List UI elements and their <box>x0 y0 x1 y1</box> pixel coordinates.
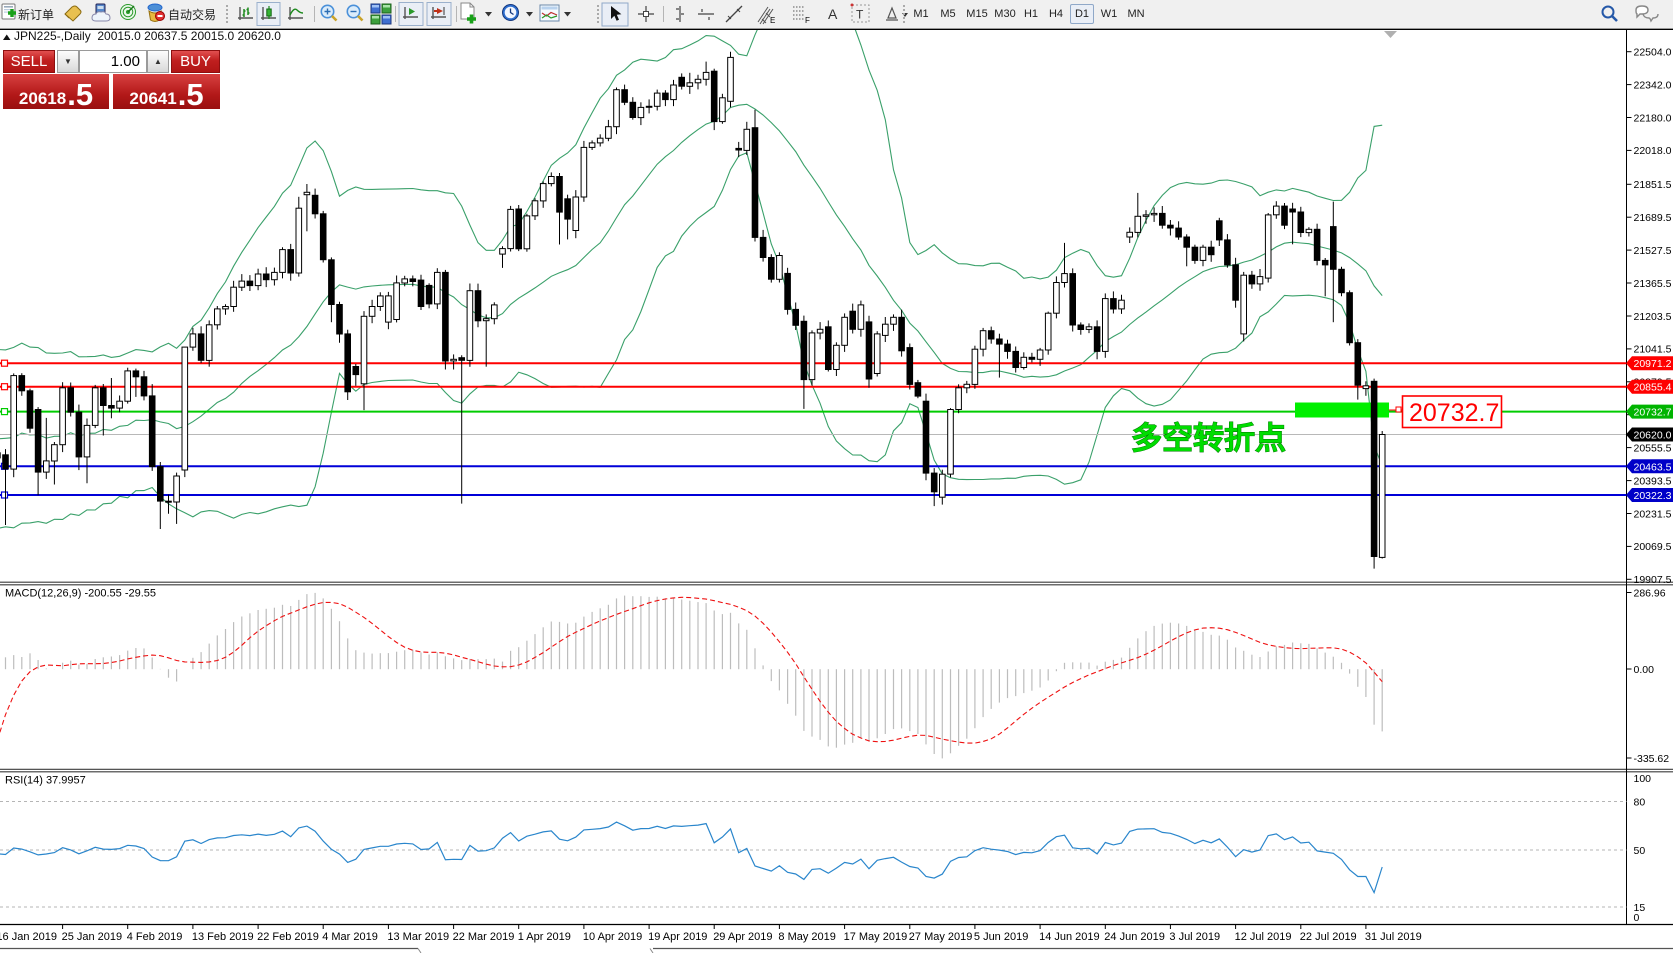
svg-text:8 May 2019: 8 May 2019 <box>778 931 835 943</box>
svg-text:10 Apr 2019: 10 Apr 2019 <box>583 931 642 943</box>
svg-text:0: 0 <box>1634 912 1640 924</box>
svg-text:24 Jun 2019: 24 Jun 2019 <box>1104 931 1165 943</box>
svg-text:14 Jun 2019: 14 Jun 2019 <box>1039 931 1100 943</box>
svg-text:22018.0: 22018.0 <box>1634 145 1672 157</box>
svg-text:20069.5: 20069.5 <box>1634 541 1672 553</box>
svg-text:13 Mar 2019: 13 Mar 2019 <box>387 931 449 943</box>
svg-text:19 Apr 2019: 19 Apr 2019 <box>648 931 707 943</box>
svg-text:17 May 2019: 17 May 2019 <box>844 931 908 943</box>
svg-text:20855.4: 20855.4 <box>1634 382 1672 394</box>
svg-text:A: A <box>828 6 838 22</box>
svg-text:25 Jan 2019: 25 Jan 2019 <box>62 931 123 943</box>
svg-text:JPN225-,Daily 20015.0 20637.5: JPN225-,Daily 20015.0 20637.5 20015.0 20… <box>14 29 281 43</box>
svg-text:22342.0: 22342.0 <box>1634 79 1672 91</box>
svg-text:12 Jul 2019: 12 Jul 2019 <box>1235 931 1292 943</box>
svg-text:20732.7: 20732.7 <box>1634 407 1672 419</box>
svg-text:50: 50 <box>1634 845 1646 857</box>
svg-text:21689.5: 21689.5 <box>1634 212 1672 224</box>
svg-text:100: 100 <box>1634 773 1652 785</box>
svg-text:21527.5: 21527.5 <box>1634 245 1672 257</box>
svg-text:20231.5: 20231.5 <box>1634 508 1672 520</box>
svg-text:29 Apr 2019: 29 Apr 2019 <box>713 931 772 943</box>
svg-text:20620.0: 20620.0 <box>1634 430 1672 442</box>
svg-text:31 Jul 2019: 31 Jul 2019 <box>1365 931 1422 943</box>
svg-text:22 Mar 2019: 22 Mar 2019 <box>453 931 515 943</box>
svg-text:20555.5: 20555.5 <box>1634 442 1672 454</box>
svg-text:5 Jun 2019: 5 Jun 2019 <box>974 931 1028 943</box>
svg-text:22504.0: 22504.0 <box>1634 47 1672 59</box>
svg-text:21851.5: 21851.5 <box>1634 179 1672 191</box>
svg-text:4 Mar 2019: 4 Mar 2019 <box>322 931 378 943</box>
svg-text:0.00: 0.00 <box>1634 664 1655 676</box>
svg-text:RSI(14) 37.9957: RSI(14) 37.9957 <box>5 775 86 787</box>
svg-text:-335.62: -335.62 <box>1634 753 1670 765</box>
svg-text:3 Jul 2019: 3 Jul 2019 <box>1169 931 1220 943</box>
svg-text:T: T <box>856 8 864 22</box>
svg-text:20971.2: 20971.2 <box>1634 358 1672 370</box>
svg-text:27 May 2019: 27 May 2019 <box>909 931 973 943</box>
svg-text:20393.5: 20393.5 <box>1634 475 1672 487</box>
svg-text:15: 15 <box>1634 902 1646 914</box>
svg-text:22 Feb 2019: 22 Feb 2019 <box>257 931 319 943</box>
svg-text:22 Jul 2019: 22 Jul 2019 <box>1300 931 1357 943</box>
svg-text:13 Feb 2019: 13 Feb 2019 <box>192 931 254 943</box>
svg-text:80: 80 <box>1634 797 1646 809</box>
svg-text:20322.3: 20322.3 <box>1634 490 1672 502</box>
svg-text:21365.5: 21365.5 <box>1634 278 1672 290</box>
svg-text:20732.7: 20732.7 <box>1409 399 1499 427</box>
svg-text:20463.5: 20463.5 <box>1634 461 1672 473</box>
svg-text:21041.5: 21041.5 <box>1634 344 1672 356</box>
svg-text:F: F <box>805 16 810 25</box>
svg-text:22180.0: 22180.0 <box>1634 112 1672 124</box>
svg-text:MACD(12,26,9) -200.55 -29.55: MACD(12,26,9) -200.55 -29.55 <box>5 588 156 600</box>
svg-text:E: E <box>770 16 775 25</box>
svg-text:1 Apr 2019: 1 Apr 2019 <box>518 931 571 943</box>
svg-text:21203.5: 21203.5 <box>1634 311 1672 323</box>
svg-text:多空转折点: 多空转折点 <box>1131 421 1286 456</box>
svg-text:19907.5: 19907.5 <box>1634 574 1672 586</box>
svg-text:4 Feb 2019: 4 Feb 2019 <box>127 931 183 943</box>
svg-text:286.96: 286.96 <box>1634 588 1666 600</box>
svg-text:16 Jan 2019: 16 Jan 2019 <box>0 931 57 943</box>
